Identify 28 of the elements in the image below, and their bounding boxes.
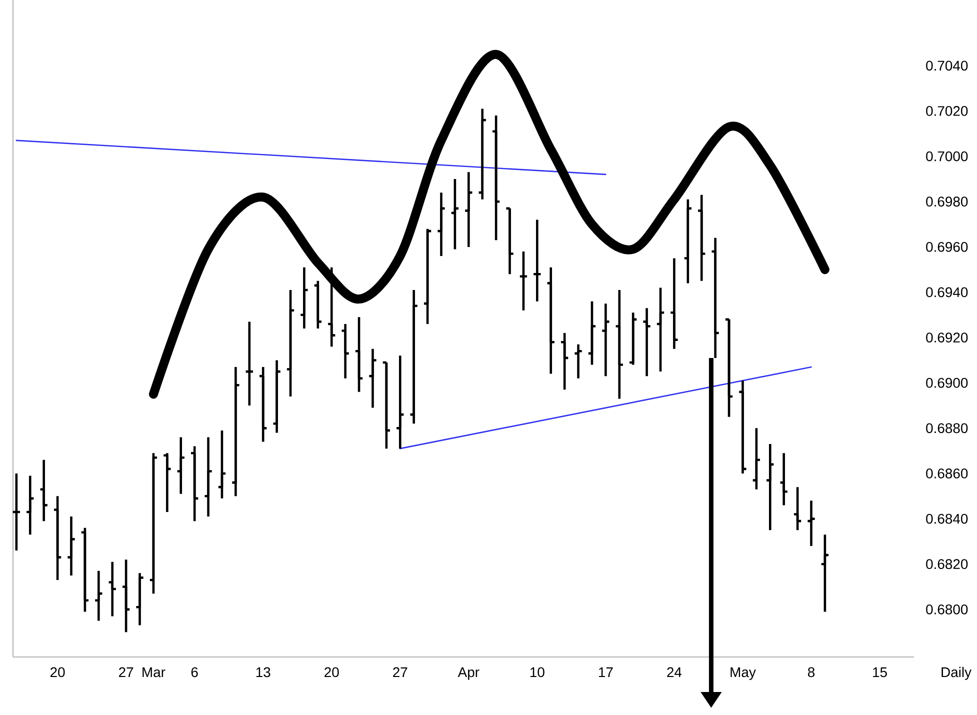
x-axis-title: Daily [942, 666, 972, 680]
y-tick-label: 0.7040 [926, 60, 968, 71]
x-tick-label: 15 [873, 667, 887, 678]
x-tick-label: May [730, 667, 756, 680]
x-tick-label: Apr [458, 667, 480, 680]
y-tick-label: 0.6880 [926, 423, 968, 434]
y-tick-label: 0.6820 [926, 559, 968, 570]
x-tick-label: 10 [530, 667, 544, 678]
y-tick-label: 0.6900 [926, 378, 968, 388]
y-tick-label: 0.6960 [926, 242, 968, 252]
y-tick-label: 0.6840 [926, 514, 968, 524]
x-tick-label: 24 [667, 667, 682, 677]
y-tick-label: 0.6860 [926, 468, 968, 478]
y-tick-label: 0.6980 [926, 196, 968, 207]
x-tick-label: 27 [119, 667, 134, 677]
y-tick-label: 0.7020 [926, 106, 968, 116]
x-tick-label: 13 [256, 667, 270, 678]
y-tick-label: 0.6940 [926, 287, 968, 298]
x-tick-label: 27 [393, 667, 408, 677]
x-tick-label: 20 [324, 667, 339, 678]
x-tick-label: 8 [808, 667, 815, 678]
y-tick-label: 0.7000 [926, 151, 968, 162]
y-tick-label: 0.6920 [926, 332, 968, 342]
x-tick-label: 6 [191, 667, 198, 678]
y-tick-label: 0.6800 [926, 604, 968, 614]
x-tick-label: 17 [598, 667, 613, 677]
x-tick-label: 20 [50, 667, 65, 678]
x-tick-label: Mar [142, 667, 166, 678]
